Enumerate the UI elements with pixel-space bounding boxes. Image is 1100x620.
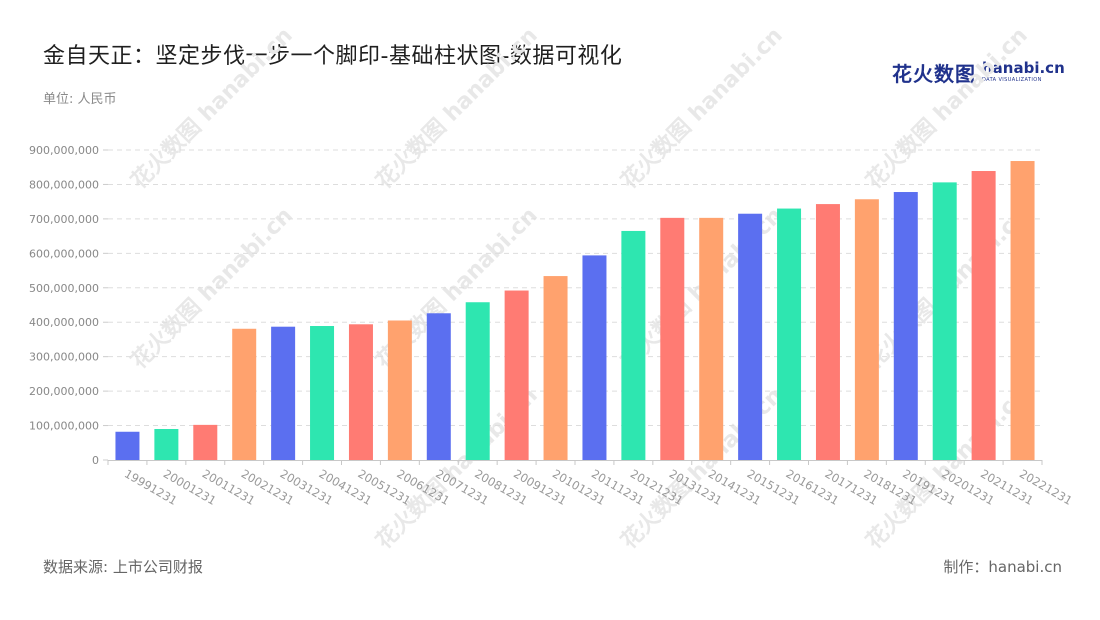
- watermark-text: 花火数图 hanabi.cn: [616, 22, 788, 194]
- bar-20051231: [348, 324, 373, 460]
- bar-20071231: [426, 313, 451, 460]
- watermark-text: 花火数图 hanabi.cn: [861, 22, 1033, 194]
- bar-20121231: [621, 230, 646, 460]
- bar-20131231: [660, 217, 685, 460]
- bar-20061231: [387, 320, 412, 460]
- gridlines: [108, 149, 1042, 427]
- bar-20011231: [193, 424, 218, 460]
- chart-title: 金自天正：坚定步伐一步一个脚印-基础柱状图-数据可视化: [43, 44, 623, 69]
- bar-20181231: [854, 199, 879, 460]
- bar-20171231: [815, 204, 840, 460]
- maker-credit: 制作：hanabi.cn: [943, 558, 1062, 576]
- bar-20201231: [932, 182, 957, 460]
- logo-sub-text: DATA VISUALIZATION: [982, 77, 1042, 83]
- bar-20161231: [777, 208, 802, 460]
- watermark-text: 花火数图 hanabi.cn: [371, 22, 543, 194]
- bar-20211231: [971, 171, 996, 460]
- y-tick-label: 300,000,000: [29, 351, 99, 364]
- bar-20041231: [310, 326, 335, 460]
- bar-20151231: [738, 213, 763, 460]
- y-tick-label: 200,000,000: [29, 385, 99, 398]
- y-tick-label: 900,000,000: [29, 144, 99, 157]
- bar-20091231: [504, 290, 529, 460]
- logo-en-block: hanabi.cn DATA VISUALIZATION: [982, 61, 1065, 84]
- bar-20191231: [893, 192, 918, 460]
- y-tick-label: 700,000,000: [29, 213, 99, 226]
- bar-20141231: [699, 217, 724, 460]
- bar-19991231: [115, 431, 140, 460]
- bar-20021231: [232, 328, 257, 460]
- bar-20101231: [543, 276, 568, 460]
- y-tick-label: 800,000,000: [29, 178, 99, 191]
- bar-20221231: [1010, 161, 1035, 460]
- y-tick-label: 600,000,000: [29, 247, 99, 260]
- brand-logo: 花火数图 hanabi.cn DATA VISUALIZATION: [892, 58, 1065, 87]
- bars: [115, 161, 1035, 460]
- y-tick-label: 0: [92, 454, 99, 467]
- y-tick-label: 500,000,000: [29, 282, 99, 295]
- y-tick-label: 400,000,000: [29, 316, 99, 329]
- data-source: 数据来源: 上市公司财报: [43, 558, 203, 576]
- y-axis-ticks: 0 100,000,000 200,000,000 300,000,000 400,00…: [29, 144, 108, 467]
- bar-20081231: [465, 302, 490, 460]
- watermark-text: 花火数图 hanabi.cn: [126, 22, 298, 194]
- bar-20111231: [582, 255, 607, 460]
- y-tick-label: 100,000,000: [29, 420, 99, 433]
- bar-20031231: [271, 326, 296, 460]
- logo-cn-text: 花火数图: [892, 62, 976, 86]
- unit-label: 单位: 人民币: [43, 92, 117, 107]
- logo-en-text: hanabi.cn: [982, 59, 1065, 77]
- bar-20001231: [154, 429, 179, 460]
